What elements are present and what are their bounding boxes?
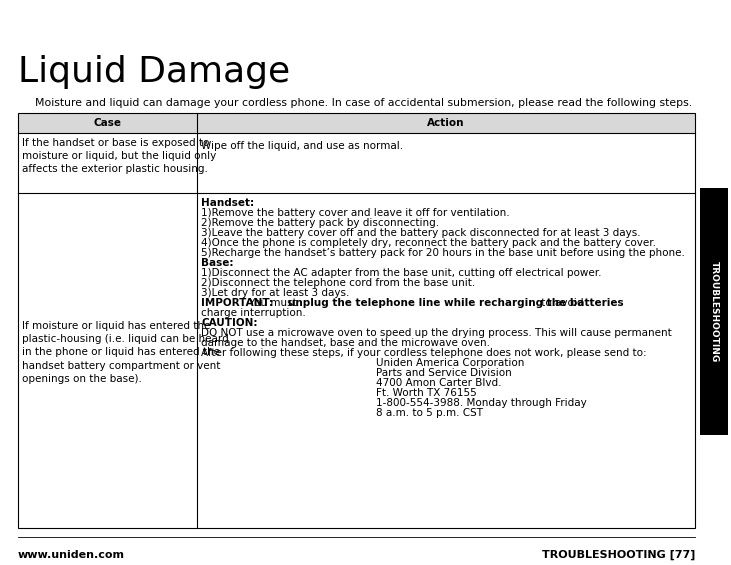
- Text: After following these steps, if your cordless telephone does not work, please se: After following these steps, if your cor…: [202, 348, 647, 358]
- Text: 3)Let dry for at least 3 days.: 3)Let dry for at least 3 days.: [202, 288, 349, 298]
- Text: 2)Remove the battery pack by disconnecting.: 2)Remove the battery pack by disconnecti…: [202, 218, 439, 228]
- Text: IMPORTANT:: IMPORTANT:: [202, 298, 273, 308]
- Text: 4)Once the phone is completely dry, reconnect the battery pack and the battery c: 4)Once the phone is completely dry, reco…: [202, 238, 656, 248]
- Text: damage to the handset, base and the microwave oven.: damage to the handset, base and the micr…: [202, 338, 491, 348]
- Text: CAUTION:: CAUTION:: [202, 318, 258, 328]
- Bar: [700, 188, 728, 435]
- Text: 5)Recharge the handset’s battery pack for 20 hours in the base unit before using: 5)Recharge the handset’s battery pack fo…: [202, 248, 685, 258]
- Text: unplug the telephone line while recharging the batteries: unplug the telephone line while rechargi…: [289, 298, 624, 308]
- Text: Base:: Base:: [202, 258, 234, 268]
- Bar: [18, 113, 695, 133]
- Bar: [18, 113, 695, 528]
- Text: You must: You must: [246, 298, 300, 308]
- Text: Wipe off the liquid, and use as normal.: Wipe off the liquid, and use as normal.: [202, 141, 404, 151]
- Text: to avoid: to avoid: [538, 298, 584, 308]
- Text: 3)Leave the battery cover off and the battery pack disconnected for at least 3 d: 3)Leave the battery cover off and the ba…: [202, 228, 641, 238]
- Text: Case: Case: [94, 118, 121, 128]
- Text: 4700 Amon Carter Blvd.: 4700 Amon Carter Blvd.: [376, 378, 502, 388]
- Text: Moisture and liquid can damage your cordless phone. In case of accidental submer: Moisture and liquid can damage your cord…: [35, 98, 692, 108]
- Text: Ft. Worth TX 76155: Ft. Worth TX 76155: [376, 388, 477, 398]
- Text: Parts and Service Division: Parts and Service Division: [376, 368, 512, 378]
- Text: www.uniden.com: www.uniden.com: [18, 550, 125, 560]
- Text: Uniden America Corporation: Uniden America Corporation: [376, 358, 525, 368]
- Text: 8 a.m. to 5 p.m. CST: 8 a.m. to 5 p.m. CST: [376, 408, 483, 418]
- Text: Liquid Damage: Liquid Damage: [18, 55, 290, 89]
- Text: charge interruption.: charge interruption.: [202, 308, 306, 318]
- Text: If the handset or base is exposed to
moisture or liquid, but the liquid only
aff: If the handset or base is exposed to moi…: [22, 138, 216, 175]
- Text: 2)Disconnect the telephone cord from the base unit.: 2)Disconnect the telephone cord from the…: [202, 278, 476, 288]
- Text: 1)Disconnect the AC adapter from the base unit, cutting off electrical power.: 1)Disconnect the AC adapter from the bas…: [202, 268, 602, 278]
- Text: 1-800-554-3988. Monday through Friday: 1-800-554-3988. Monday through Friday: [376, 398, 587, 408]
- Text: TROUBLESHOOTING: TROUBLESHOOTING: [710, 261, 719, 362]
- Text: TROUBLESHOOTING [77]: TROUBLESHOOTING [77]: [542, 550, 695, 560]
- Text: 1)Remove the battery cover and leave it off for ventilation.: 1)Remove the battery cover and leave it …: [202, 208, 510, 218]
- Text: Handset:: Handset:: [202, 198, 254, 208]
- Text: If moisture or liquid has entered the
plastic-housing (i.e. liquid can be heard
: If moisture or liquid has entered the pl…: [22, 321, 229, 384]
- Text: DO NOT use a microwave oven to speed up the drying process. This will cause perm: DO NOT use a microwave oven to speed up …: [202, 328, 673, 338]
- Text: Action: Action: [428, 118, 465, 128]
